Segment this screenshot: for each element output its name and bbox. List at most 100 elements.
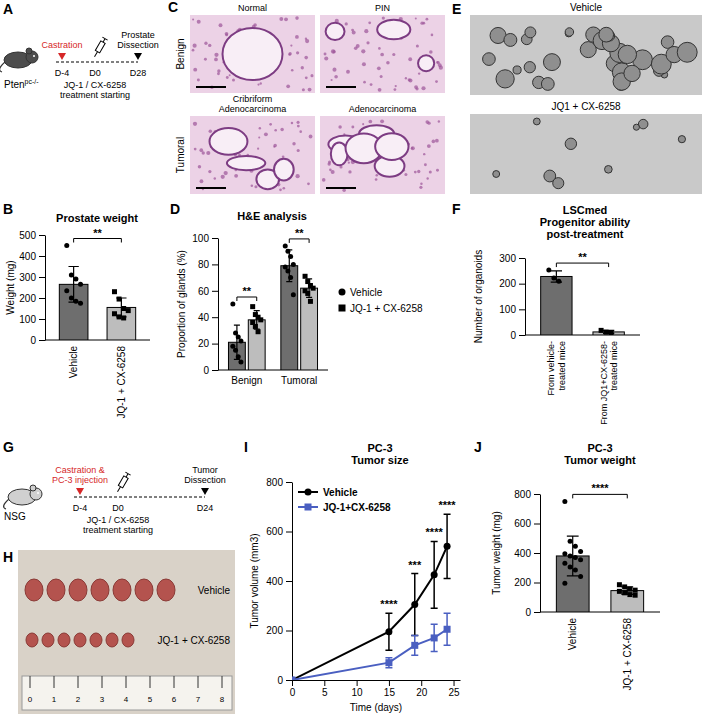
cell — [346, 70, 350, 74]
tick: 200 — [514, 577, 540, 588]
data-point — [622, 590, 627, 595]
data-point — [121, 306, 126, 311]
legend-label: JQ-1+CX-6258 — [323, 502, 391, 513]
legend-marker — [339, 289, 346, 296]
tick-mark — [212, 317, 218, 318]
cell — [370, 83, 373, 86]
significance-label: **** — [439, 499, 457, 511]
category-label: From vehicle-treated mice — [546, 341, 566, 396]
axis-line — [293, 680, 461, 681]
cell — [376, 174, 379, 177]
data-point — [578, 549, 583, 554]
chart: DH&E analysis020406080100Proportion of g… — [170, 201, 423, 386]
axis-line — [540, 495, 541, 613]
organoid — [553, 178, 564, 189]
tick: 100 — [19, 314, 45, 325]
tick-mark — [39, 340, 45, 341]
micrograph-bg — [470, 15, 702, 95]
data-point — [308, 299, 313, 304]
tick-mark — [421, 680, 422, 686]
event-label-line: Prostate — [121, 30, 155, 40]
timeline — [56, 62, 138, 63]
cell — [380, 75, 383, 78]
cell — [324, 56, 328, 60]
axis-title-line: Time (days) — [350, 702, 402, 713]
tick-label: 200 — [266, 625, 283, 636]
tumor — [157, 579, 175, 601]
significance-label-line: ** — [93, 227, 102, 239]
subject-label: Ptenpc-/- — [4, 78, 39, 90]
tick-label: 100 — [499, 304, 516, 315]
data-point — [431, 571, 438, 578]
data-point — [233, 348, 238, 353]
cell — [280, 128, 283, 131]
gland — [223, 28, 283, 80]
axis-title-line: Tumor weight (mg) — [491, 511, 502, 595]
timeline-day-line: D-4 — [55, 68, 70, 78]
cell — [332, 50, 336, 54]
cell — [198, 165, 201, 168]
tick-label: 0 — [290, 687, 296, 698]
axis-title: Tumor volume (mm3) — [249, 533, 260, 628]
mouse-ear — [30, 485, 36, 491]
tick: 20 — [416, 680, 428, 698]
cell — [420, 183, 423, 186]
timeline-day: D28 — [130, 68, 147, 78]
panel-letter: E — [452, 1, 461, 17]
cell — [380, 119, 384, 123]
cell — [234, 174, 238, 178]
tick: 0 — [277, 675, 292, 686]
cell — [436, 169, 439, 172]
tick-label: 5 — [322, 687, 328, 698]
significance-label: ** — [578, 251, 587, 263]
cell — [331, 79, 333, 81]
cell — [217, 69, 220, 72]
cell — [368, 120, 372, 124]
legend-label: JQ-1 + CX-6258 — [350, 303, 423, 314]
cell — [301, 66, 304, 69]
ruler-tick — [150, 676, 151, 688]
tumor — [113, 579, 131, 601]
data-point — [288, 275, 293, 280]
data-point — [73, 277, 78, 282]
timeline-day-line: D0 — [89, 68, 101, 78]
tick-mark — [534, 583, 540, 584]
cell — [232, 79, 235, 82]
data-point — [562, 551, 567, 556]
bar — [248, 320, 265, 370]
data-point — [256, 329, 261, 334]
panel-letter: G — [3, 439, 14, 455]
data-point — [609, 331, 614, 335]
axis: 0510152025 — [290, 680, 461, 698]
tick-mark — [39, 298, 45, 299]
data-point — [78, 282, 83, 287]
ruler-tick — [174, 676, 175, 688]
data-point — [617, 582, 622, 587]
cell — [292, 142, 295, 145]
panel-letter: C — [168, 0, 178, 15]
cell — [416, 45, 419, 48]
cell — [405, 77, 407, 79]
organoid — [541, 78, 554, 91]
tick-label: 800 — [514, 489, 531, 500]
ruler-label: 4 — [124, 695, 129, 704]
tick-mark — [292, 680, 293, 686]
data-point — [117, 314, 122, 319]
error-bar — [68, 267, 78, 303]
event-label: Castration &PC-3 injection — [52, 465, 108, 485]
marks — [228, 243, 317, 370]
event-label: ProstateDissection — [117, 30, 159, 50]
error-bar — [385, 658, 392, 668]
significance-bracket — [74, 239, 122, 243]
tick-label: 100 — [192, 233, 209, 244]
cell — [297, 121, 300, 124]
subject-sup: pc-/- — [25, 78, 40, 86]
tick: 25 — [448, 680, 460, 698]
tick-mark — [212, 291, 218, 292]
tick: 0 — [30, 335, 45, 346]
bar — [541, 276, 572, 335]
chart-subtitle: Tumor weight — [564, 454, 636, 466]
line — [292, 546, 447, 680]
cell — [352, 30, 356, 34]
category-label-line: treated mice — [557, 341, 567, 391]
